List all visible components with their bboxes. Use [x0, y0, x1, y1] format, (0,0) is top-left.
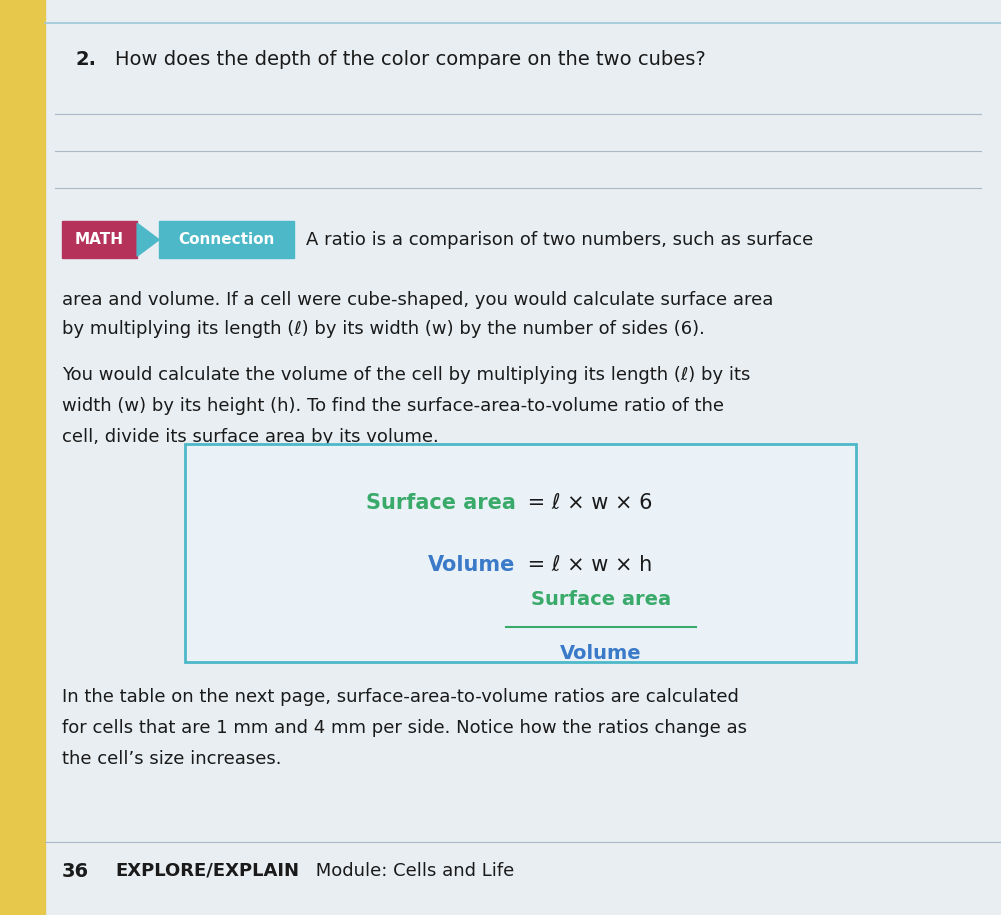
- Text: How does the depth of the color compare on the two cubes?: How does the depth of the color compare …: [115, 50, 706, 70]
- FancyBboxPatch shape: [62, 221, 137, 258]
- Text: EXPLORE/EXPLAIN: EXPLORE/EXPLAIN: [115, 862, 299, 880]
- Text: area and volume. If a cell were cube-shaped, you would calculate surface area: area and volume. If a cell were cube-sha…: [62, 291, 774, 309]
- Text: the cell’s size increases.: the cell’s size increases.: [62, 750, 281, 769]
- Text: 2.: 2.: [75, 50, 96, 70]
- Text: In the table on the next page, surface-area-to-volume ratios are calculated: In the table on the next page, surface-a…: [62, 688, 739, 706]
- Text: Surface area: Surface area: [365, 493, 516, 513]
- Bar: [0, 0, 45, 915]
- Text: Volume: Volume: [560, 644, 642, 663]
- Polygon shape: [137, 223, 159, 256]
- Text: Surface area: Surface area: [531, 590, 671, 609]
- FancyBboxPatch shape: [185, 444, 856, 662]
- Text: Connection: Connection: [178, 232, 275, 247]
- Text: A ratio is a comparison of two numbers, such as surface: A ratio is a comparison of two numbers, …: [306, 231, 814, 249]
- Text: for cells that are 1 mm and 4 mm per side. Notice how the ratios change as: for cells that are 1 mm and 4 mm per sid…: [62, 719, 747, 737]
- Text: by multiplying its length (ℓ) by its width (w) by the number of sides (6).: by multiplying its length (ℓ) by its wid…: [62, 320, 705, 339]
- Text: 36: 36: [62, 862, 89, 881]
- Text: Volume: Volume: [428, 555, 516, 576]
- Text: cell, divide its surface area by its volume.: cell, divide its surface area by its vol…: [62, 428, 438, 447]
- Text: = ℓ × w × 6: = ℓ × w × 6: [521, 493, 652, 513]
- Text: Module: Cells and Life: Module: Cells and Life: [310, 862, 515, 880]
- Text: MATH: MATH: [75, 232, 124, 247]
- Text: You would calculate the volume of the cell by multiplying its length (ℓ) by its: You would calculate the volume of the ce…: [62, 366, 751, 384]
- Text: = ℓ × w × h: = ℓ × w × h: [521, 555, 652, 576]
- Text: width (w) by its height (h). To find the surface-area-to-volume ratio of the: width (w) by its height (h). To find the…: [62, 397, 724, 415]
- FancyBboxPatch shape: [159, 221, 294, 258]
